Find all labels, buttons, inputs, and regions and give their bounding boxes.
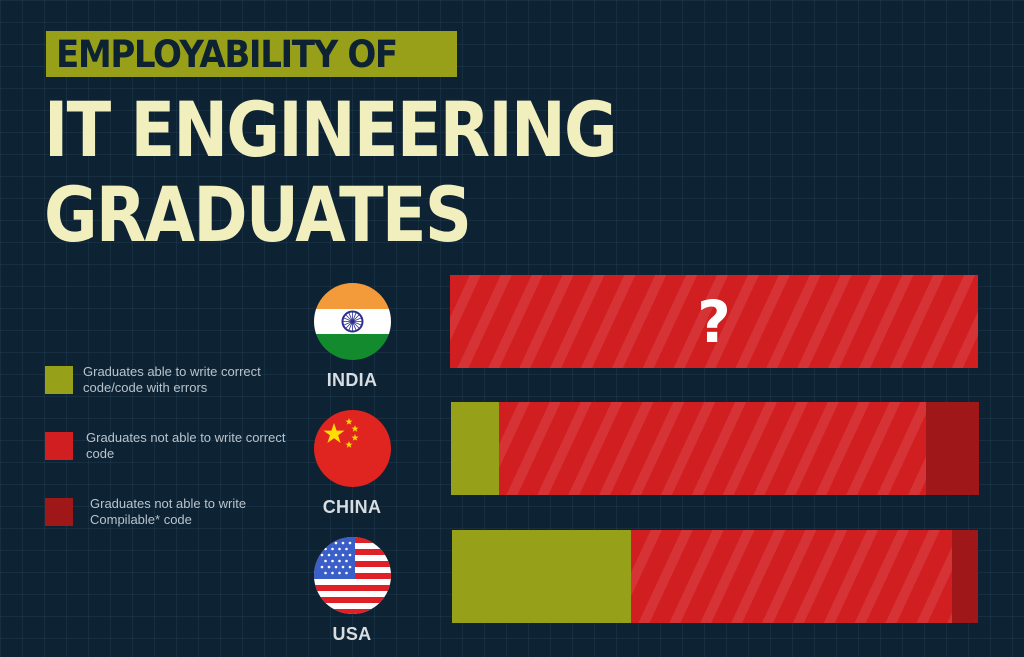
country-usa: USA — [312, 537, 392, 645]
bar-china — [451, 402, 979, 495]
unknown-value-label: ? — [697, 287, 731, 356]
china-flag-icon — [313, 410, 391, 487]
india-flag-icon — [313, 283, 391, 360]
legend-item-incorrect: Graduates not able to write correct code — [45, 430, 286, 461]
country-india: INDIA — [312, 283, 392, 391]
country-china: CHINA — [312, 410, 392, 518]
bar-segment-noncompile — [926, 402, 979, 495]
legend-swatch-correct — [45, 366, 73, 394]
country-label: INDIA — [326, 370, 378, 390]
page-title-line-2: GRADUATES — [44, 170, 472, 259]
bar-segment-correct — [452, 530, 631, 623]
bar-segment-noncompile — [951, 530, 978, 623]
banner-text: EMPLOYABILITY OF — [56, 32, 398, 76]
legend-label: Graduates not able to write Compilable* … — [90, 496, 247, 527]
legend-item-noncompile: Graduates not able to write Compilable* … — [45, 496, 290, 527]
legend-label: Graduates not able to write correct code — [86, 430, 286, 461]
legend-swatch-noncompile — [45, 498, 73, 526]
bar-segment-incorrect — [498, 402, 927, 495]
legend-label: Graduates able to write correct code/cod… — [83, 364, 261, 395]
bar-segment-unknown: ? — [450, 275, 978, 368]
bar-india: ? — [450, 275, 978, 368]
bar-segment-incorrect — [630, 530, 952, 623]
page-title-line-1: IT ENGINEERING — [44, 85, 618, 174]
country-label: CHINA — [322, 497, 382, 517]
usa-flag-icon — [313, 537, 391, 614]
country-label: USA — [332, 624, 372, 644]
legend-swatch-incorrect — [45, 432, 73, 460]
legend-item-correct: Graduates able to write correct code/cod… — [45, 364, 283, 395]
bar-usa — [452, 530, 978, 623]
bar-segment-correct — [451, 402, 499, 495]
title-banner: EMPLOYABILITY OF — [46, 31, 457, 77]
